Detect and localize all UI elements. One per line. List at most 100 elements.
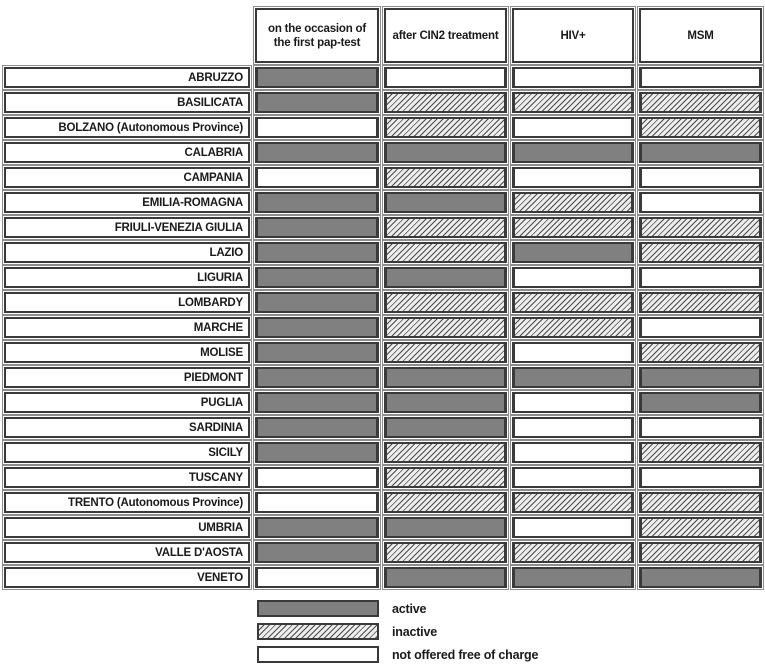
table-corner-spacer: [4, 8, 250, 63]
cell-hiv-active: [510, 240, 636, 265]
cell-cin2-inactive: [382, 165, 509, 190]
region-label: LOMBARDY: [2, 290, 252, 315]
region-label: FRIULI-VENEZIA GIULIA: [2, 215, 252, 240]
cell-pap_test-active: [253, 90, 381, 115]
cell-msm-inactive: [637, 290, 764, 315]
cell-msm-inactive: [637, 340, 764, 365]
region-label: TRENTO (Autonomous Province): [2, 490, 252, 515]
cell-hiv-not_offered: [510, 165, 636, 190]
cell-pap_test-active: [253, 215, 381, 240]
cell-cin2-active: [382, 390, 509, 415]
region-label: VENETO: [2, 565, 252, 590]
cell-cin2-active: [382, 190, 509, 215]
cell-msm-inactive: [637, 240, 764, 265]
cell-cin2-active: [382, 515, 509, 540]
column-header-pap_test: on the occasion of the first pap-test: [253, 6, 381, 65]
cell-hiv-not_offered: [510, 390, 636, 415]
cell-cin2-active: [382, 365, 509, 390]
cell-msm-not_offered: [637, 415, 764, 440]
cell-hiv-not_offered: [510, 65, 636, 90]
cell-pap_test-active: [253, 190, 381, 215]
cell-hiv-inactive: [510, 90, 636, 115]
cell-msm-inactive: [637, 115, 764, 140]
cell-pap_test-not_offered: [253, 165, 381, 190]
region-label: SARDINIA: [2, 415, 252, 440]
cell-msm-not_offered: [637, 165, 764, 190]
region-label: LIGURIA: [2, 265, 252, 290]
cell-msm-not_offered: [637, 315, 764, 340]
cell-msm-not_offered: [637, 65, 764, 90]
cell-pap_test-active: [253, 515, 381, 540]
cell-hiv-inactive: [510, 315, 636, 340]
cell-msm-inactive: [637, 440, 764, 465]
cell-cin2-inactive: [382, 340, 509, 365]
cell-hiv-active: [510, 140, 636, 165]
column-header-cin2: after CIN2 treatment: [382, 6, 509, 65]
cell-cin2-inactive: [382, 90, 509, 115]
cell-hiv-not_offered: [510, 115, 636, 140]
cell-hiv-not_offered: [510, 440, 636, 465]
cell-hiv-not_offered: [510, 265, 636, 290]
cell-pap_test-active: [253, 265, 381, 290]
legend-label-active: active: [392, 601, 427, 616]
cell-cin2-inactive: [382, 240, 509, 265]
cell-pap_test-active: [253, 365, 381, 390]
legend-swatch-not_offered: [257, 646, 379, 663]
cell-pap_test-active: [253, 240, 381, 265]
cell-msm-active: [637, 140, 764, 165]
cell-pap_test-active: [253, 390, 381, 415]
cell-msm-not_offered: [637, 265, 764, 290]
region-label: EMILIA-ROMAGNA: [2, 190, 252, 215]
legend-item-not_offered: not offered free of charge: [257, 646, 538, 663]
cell-hiv-not_offered: [510, 465, 636, 490]
cell-hiv-not_offered: [510, 515, 636, 540]
cell-hiv-inactive: [510, 215, 636, 240]
cell-pap_test-not_offered: [253, 115, 381, 140]
region-label: VALLE D'AOSTA: [2, 540, 252, 565]
region-label: MOLISE: [2, 340, 252, 365]
cell-cin2-inactive: [382, 465, 509, 490]
legend-label-not_offered: not offered free of charge: [392, 647, 539, 662]
cell-hiv-not_offered: [510, 415, 636, 440]
cell-hiv-inactive: [510, 190, 636, 215]
cell-pap_test-active: [253, 440, 381, 465]
cell-msm-not_offered: [637, 465, 764, 490]
region-label: CAMPANIA: [2, 165, 252, 190]
cell-msm-not_offered: [637, 190, 764, 215]
cell-pap_test-active: [253, 415, 381, 440]
cell-msm-active: [637, 365, 764, 390]
region-label: CALABRIA: [2, 140, 252, 165]
cell-msm-inactive: [637, 515, 764, 540]
cell-cin2-inactive: [382, 215, 509, 240]
cell-pap_test-active: [253, 340, 381, 365]
column-header-msm: MSM: [637, 6, 764, 65]
cell-pap_test-active: [253, 315, 381, 340]
legend-item-active: active: [257, 600, 538, 617]
cell-cin2-active: [382, 265, 509, 290]
region-label: LAZIO: [2, 240, 252, 265]
region-label: MARCHE: [2, 315, 252, 340]
table-grid: on the occasion of the first pap-test aft…: [2, 6, 764, 590]
cell-msm-inactive: [637, 490, 764, 515]
legend: active inactive not offered free of charge: [257, 600, 538, 663]
region-label: SICILY: [2, 440, 252, 465]
cell-hiv-active: [510, 565, 636, 590]
legend-item-inactive: inactive: [257, 623, 538, 640]
cell-cin2-inactive: [382, 115, 509, 140]
cell-msm-inactive: [637, 215, 764, 240]
cell-pap_test-active: [253, 290, 381, 315]
cell-hiv-active: [510, 365, 636, 390]
cell-hiv-inactive: [510, 290, 636, 315]
region-label: PIEDMONT: [2, 365, 252, 390]
cell-cin2-inactive: [382, 540, 509, 565]
cell-msm-active: [637, 390, 764, 415]
cell-pap_test-not_offered: [253, 490, 381, 515]
cell-hiv-inactive: [510, 540, 636, 565]
cell-pap_test-active: [253, 540, 381, 565]
region-label: BOLZANO (Autonomous Province): [2, 115, 252, 140]
cell-msm-inactive: [637, 540, 764, 565]
cell-cin2-inactive: [382, 315, 509, 340]
cell-pap_test-active: [253, 140, 381, 165]
cell-cin2-inactive: [382, 440, 509, 465]
